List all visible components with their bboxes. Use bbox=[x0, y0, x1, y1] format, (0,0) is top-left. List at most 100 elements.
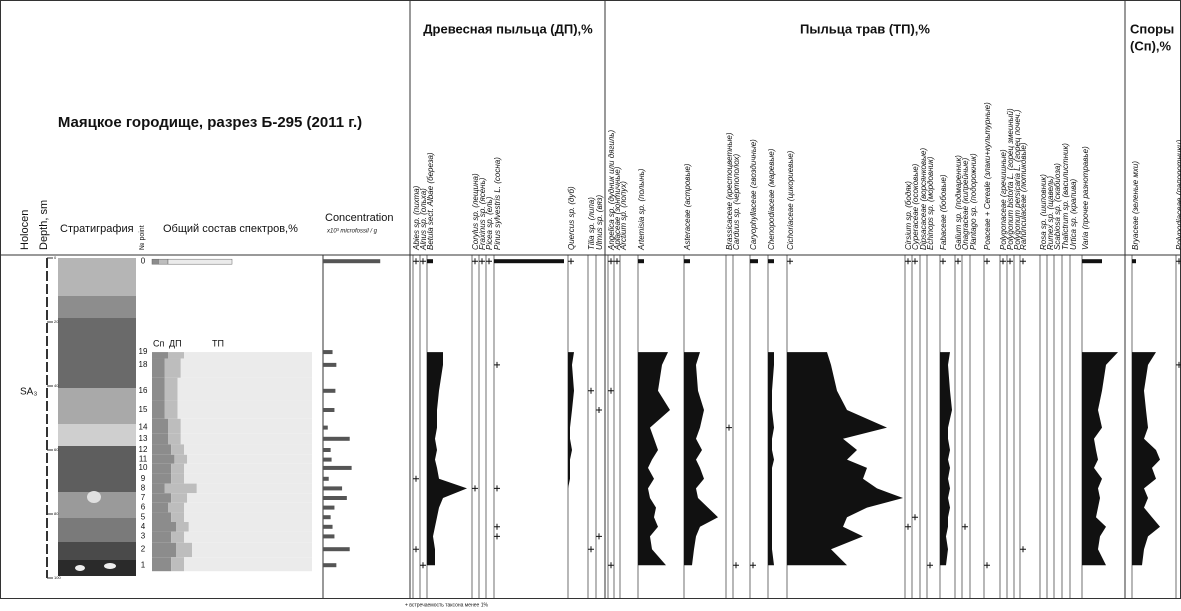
summary-segment bbox=[184, 352, 312, 359]
sample-label: № point bbox=[139, 225, 146, 250]
taxon-label: Caryophyllaceae (гвоздичные) bbox=[749, 139, 758, 250]
summary-segment bbox=[152, 531, 172, 543]
concentration-bar bbox=[323, 496, 347, 500]
summary-segment bbox=[187, 493, 312, 503]
rare-marker bbox=[1007, 258, 1013, 265]
summary-segment bbox=[152, 400, 165, 419]
summary-segment bbox=[158, 258, 169, 265]
summary-title: Общий состав спектров,% bbox=[163, 223, 298, 235]
legend-label: ТП bbox=[212, 338, 224, 348]
rare-marker bbox=[905, 523, 911, 530]
summary-segment bbox=[171, 473, 184, 484]
taxon-label: Cirsium sp. (бодяк) bbox=[904, 181, 913, 250]
summary-segment bbox=[164, 483, 197, 494]
taxon-curve bbox=[787, 352, 903, 566]
taxon-label: Echinops sp. (мордовник) bbox=[926, 156, 935, 250]
taxon-label: Ulmus sp. (вяз) bbox=[595, 195, 604, 250]
rare-marker bbox=[1000, 258, 1006, 265]
summary-segment bbox=[171, 557, 184, 572]
taxon-label: Carduus sp. (чертополох) bbox=[732, 153, 741, 250]
sample-label: 13 bbox=[139, 434, 148, 443]
taxon-label: Rumex sp. (щавель) bbox=[1046, 176, 1055, 250]
taxon-label: Scabiosa sp. (скабиоза) bbox=[1053, 163, 1062, 250]
rare-marker bbox=[472, 258, 478, 265]
summary-segment bbox=[152, 512, 172, 522]
summary-segment bbox=[164, 358, 181, 378]
summary-segment bbox=[180, 433, 312, 445]
sample-label: 8 bbox=[141, 484, 146, 493]
taxon-curve bbox=[427, 352, 467, 566]
rare-marker bbox=[472, 485, 478, 492]
summary-segment bbox=[152, 454, 175, 464]
rare-marker bbox=[608, 387, 614, 394]
rare-marker bbox=[494, 485, 500, 492]
summary-segment bbox=[152, 483, 165, 494]
taxon-label: Artemisia sp. (полынь) bbox=[637, 168, 646, 251]
sample-label: 16 bbox=[139, 386, 148, 395]
taxon-curve bbox=[568, 352, 574, 566]
taxon-label: Abies sp. (пихта) bbox=[412, 185, 421, 251]
rare-marker bbox=[479, 258, 485, 265]
rare-marker bbox=[787, 258, 793, 265]
taxon-label: Asteraceae (астровые) bbox=[683, 163, 692, 251]
summary-segment bbox=[177, 377, 312, 401]
sample-label: 14 bbox=[139, 423, 148, 432]
rare-marker bbox=[413, 258, 419, 265]
rare-marker bbox=[608, 258, 614, 265]
concentration-title: Concentration bbox=[325, 212, 394, 224]
surface-bar bbox=[1132, 259, 1136, 264]
concentration-bar bbox=[323, 259, 381, 264]
summary-segment bbox=[164, 400, 178, 419]
rare-marker bbox=[905, 258, 911, 265]
taxon-label: Angelica sp. (дудник или дягиль) bbox=[607, 129, 616, 251]
taxon-curve bbox=[684, 352, 718, 566]
rare-marker bbox=[1020, 258, 1026, 265]
summary-segment bbox=[152, 557, 172, 572]
depth-label: Depth, sm bbox=[38, 200, 50, 250]
concentration-unit: x10³ microfossil / g bbox=[326, 229, 378, 235]
rare-marker bbox=[1176, 258, 1181, 265]
concentration-bar bbox=[323, 350, 333, 355]
summary-segment bbox=[180, 358, 312, 378]
concentration-bar bbox=[323, 457, 332, 462]
taxon-label: Polygonum persicaria L. (горец почеч.) bbox=[1013, 109, 1022, 250]
stratigraphy-label: Стратиграфия bbox=[60, 223, 134, 235]
zone-label: SA₃ bbox=[20, 387, 37, 398]
sample-label: 1 bbox=[141, 560, 146, 569]
summary-segment bbox=[152, 444, 172, 455]
summary-segment bbox=[188, 522, 312, 532]
summary-segment bbox=[168, 433, 181, 445]
summary-segment bbox=[164, 377, 178, 401]
taxon-label: Varia (прочее разнотравье) bbox=[1081, 146, 1090, 250]
rare-marker bbox=[494, 361, 500, 368]
sample-label: 6 bbox=[141, 503, 146, 512]
taxon-curve bbox=[1132, 352, 1160, 566]
summary-segment bbox=[167, 258, 233, 265]
rare-marker bbox=[614, 258, 620, 265]
taxon-label: Quercus sp. (дуб) bbox=[567, 186, 576, 250]
group-title: Древесная пыльца (ДП),% bbox=[423, 21, 593, 36]
concentration-bar bbox=[323, 563, 337, 568]
rare-marker bbox=[726, 424, 732, 431]
taxon-label: Cyperaceae (осоковые) bbox=[911, 163, 920, 250]
surface-bar bbox=[768, 259, 774, 264]
summary-segment bbox=[152, 377, 165, 401]
summary-segment bbox=[152, 418, 168, 434]
surface-bar bbox=[684, 259, 690, 264]
sample-label: 15 bbox=[139, 405, 148, 414]
summary-segment bbox=[180, 418, 312, 434]
taxon-label: Plantago sp. (подорожник) bbox=[969, 153, 978, 250]
taxon-label: Dipsacaceae (ворсянковые) bbox=[919, 148, 928, 250]
summary-segment bbox=[177, 400, 312, 419]
taxon-label: Polypodiaceae (папоротники) bbox=[1175, 139, 1181, 250]
taxon-label: Galium sp. (подмаренник) bbox=[954, 155, 963, 250]
legend-label: ДП bbox=[169, 338, 182, 348]
summary-segment bbox=[152, 493, 172, 503]
concentration-bar bbox=[323, 486, 343, 491]
rare-marker bbox=[420, 258, 426, 265]
taxon-label: Urtica sp. (крапива) bbox=[1069, 178, 1078, 250]
chart-title: Маяцкое городище, разрез Б-295 (2011 г.) bbox=[58, 114, 362, 131]
summary-segment bbox=[168, 352, 184, 359]
concentration-bar bbox=[323, 515, 331, 520]
